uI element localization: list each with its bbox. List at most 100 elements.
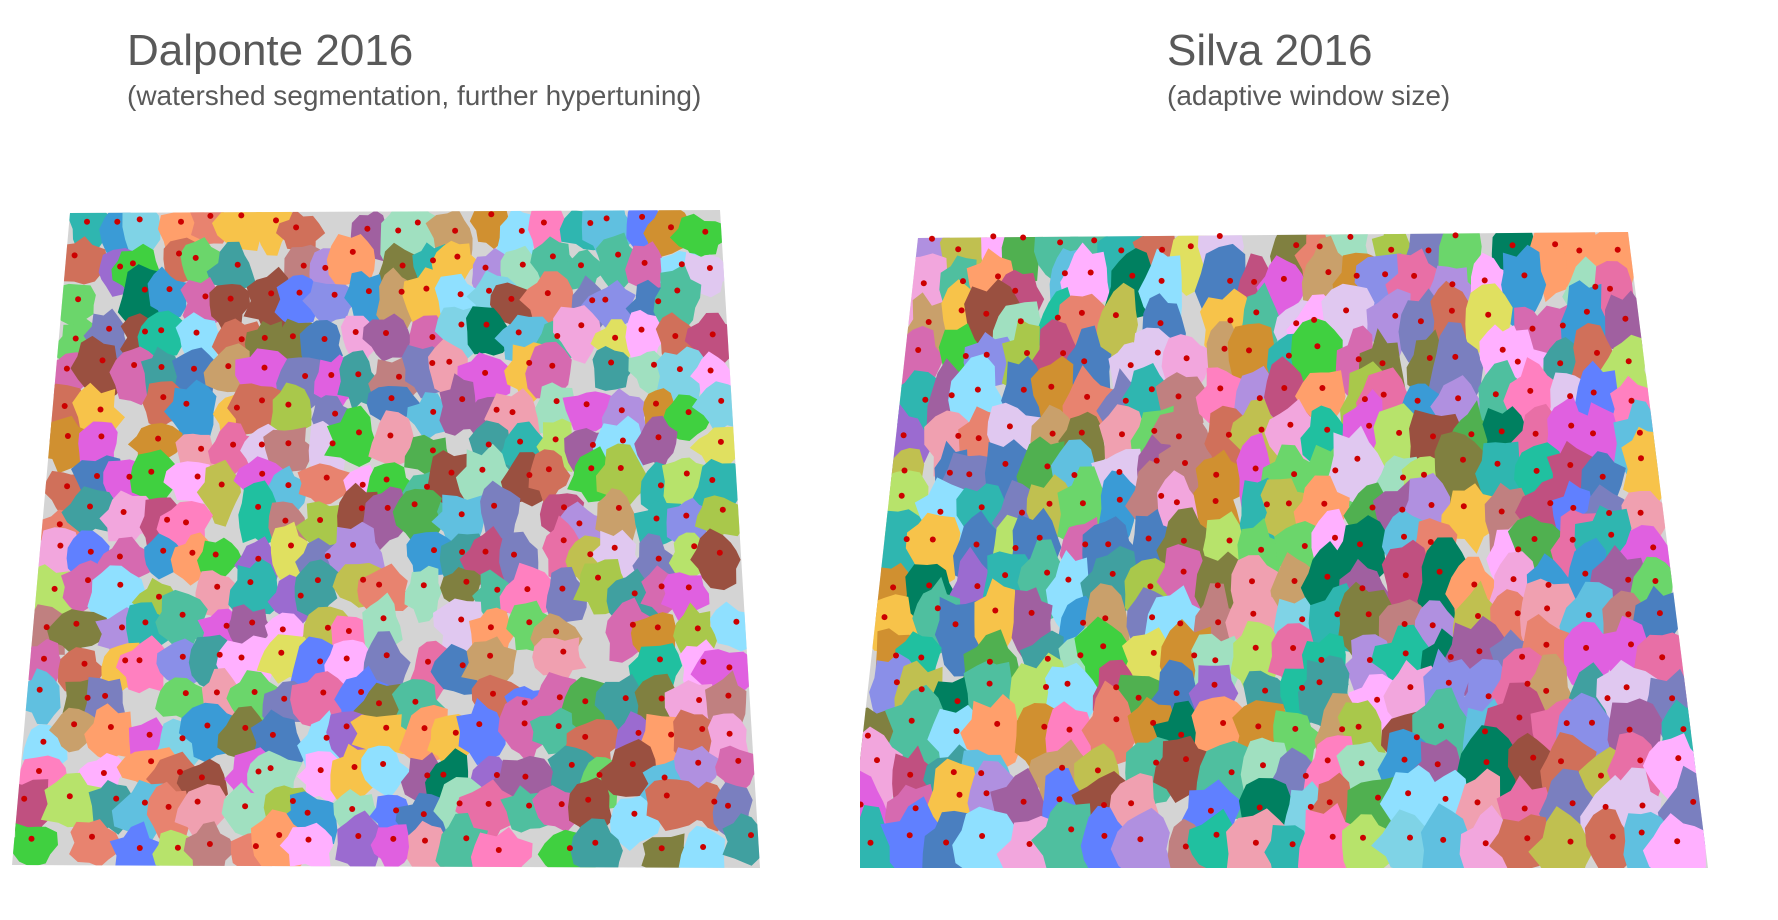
- tree-top-marker: [718, 397, 725, 404]
- tree-crown-segment: [53, 236, 109, 285]
- tree-top-marker: [1043, 684, 1049, 690]
- tree-top-marker: [641, 259, 648, 266]
- tree-top-marker: [214, 583, 221, 590]
- tree-top-marker: [411, 501, 418, 508]
- tree-top-marker: [587, 220, 594, 226]
- tree-top-marker: [1636, 429, 1643, 436]
- tree-top-marker: [129, 260, 136, 267]
- tree-top-marker: [1214, 582, 1221, 589]
- tree-top-marker: [380, 761, 387, 767]
- tree-top-marker: [1567, 838, 1574, 845]
- tree-top-marker: [141, 286, 148, 293]
- tree-top-marker: [321, 336, 328, 342]
- tree-top-marker: [663, 792, 670, 799]
- tree-top-marker: [918, 654, 925, 661]
- tree-crown-segment: [368, 410, 418, 466]
- tree-top-marker: [874, 757, 880, 764]
- tree-top-marker: [269, 731, 276, 738]
- tree-top-marker: [555, 723, 562, 730]
- tree-top-marker: [1153, 759, 1160, 766]
- tree-top-marker: [653, 515, 660, 522]
- tree-top-marker: [668, 224, 674, 231]
- tree-top-marker: [1258, 426, 1265, 433]
- tree-top-marker: [423, 285, 430, 292]
- tree-crown-segment: [49, 707, 98, 753]
- tree-top-marker: [281, 695, 288, 702]
- tree-top-marker: [655, 434, 662, 441]
- tree-top-marker: [1262, 687, 1269, 694]
- tree-top-marker: [1675, 755, 1682, 762]
- tree-top-marker: [526, 472, 533, 478]
- tree-top-marker: [383, 724, 390, 731]
- tree-top-marker: [422, 837, 428, 844]
- tree-top-marker: [1400, 474, 1406, 481]
- tree-top-marker: [1607, 285, 1613, 292]
- tree-top-marker: [242, 724, 249, 731]
- tree-top-marker: [359, 481, 366, 488]
- tree-top-marker: [707, 367, 714, 374]
- tree-top-marker: [1285, 352, 1292, 359]
- tree-top-marker: [1321, 500, 1328, 507]
- tree-top-marker: [1638, 829, 1645, 836]
- tree-top-marker: [583, 401, 590, 408]
- tree-top-marker: [261, 364, 268, 371]
- tree-top-marker: [106, 325, 113, 332]
- tree-top-marker: [1024, 350, 1030, 356]
- tree-crown-segment: [1080, 805, 1132, 868]
- tree-top-marker: [1569, 800, 1576, 807]
- tree-crown-segment: [690, 528, 741, 591]
- tree-top-marker: [179, 611, 186, 618]
- tree-top-marker: [230, 441, 237, 448]
- tree-top-marker: [1158, 492, 1165, 499]
- tree-top-marker: [733, 618, 740, 625]
- tree-top-marker: [1212, 498, 1219, 504]
- tree-top-marker: [273, 217, 279, 224]
- tree-top-marker: [1127, 362, 1134, 369]
- tree-top-marker: [1012, 545, 1019, 551]
- tree-top-marker: [285, 401, 292, 408]
- tree-top-marker: [1071, 472, 1078, 478]
- tree-top-marker: [1299, 616, 1306, 623]
- tree-top-marker: [179, 653, 186, 660]
- tree-top-marker: [1485, 311, 1492, 318]
- tree-top-marker: [1388, 246, 1395, 253]
- tree-top-marker: [1256, 804, 1263, 811]
- tree-top-marker: [251, 689, 258, 695]
- tree-top-marker: [918, 686, 925, 693]
- tree-top-marker: [658, 845, 665, 852]
- tree-crown-segment: [459, 526, 513, 585]
- tree-top-marker: [282, 517, 289, 524]
- tree-top-marker: [1474, 799, 1481, 806]
- tree-top-marker: [683, 470, 690, 477]
- tree-top-marker: [618, 407, 625, 414]
- tree-top-marker: [1049, 430, 1056, 437]
- tree-top-marker: [1290, 645, 1297, 651]
- tree-top-marker: [1510, 576, 1517, 583]
- tree-top-marker: [1145, 535, 1152, 542]
- tree-top-marker: [491, 502, 498, 509]
- tree-top-marker: [1293, 242, 1300, 249]
- tree-top-marker: [890, 584, 897, 591]
- tree-top-marker: [1077, 652, 1084, 659]
- tree-top-marker: [479, 466, 486, 473]
- tree-top-marker: [1084, 393, 1091, 400]
- tree-top-marker: [1324, 426, 1331, 433]
- tree-top-marker: [1157, 320, 1164, 327]
- tree-top-marker: [1405, 790, 1412, 797]
- tree-top-marker: [314, 577, 321, 584]
- tree-top-marker: [454, 253, 461, 260]
- tree-crown-segment: [525, 341, 572, 402]
- tree-top-marker: [925, 319, 932, 325]
- tree-top-marker: [700, 658, 707, 665]
- tree-top-marker: [1609, 833, 1616, 840]
- tree-top-marker: [518, 227, 525, 234]
- tree-top-marker: [1094, 767, 1101, 774]
- tree-top-marker: [653, 400, 659, 407]
- tree-top-marker: [323, 734, 330, 741]
- tree-top-marker: [622, 695, 629, 702]
- tree-top-marker: [1147, 583, 1154, 590]
- tree-top-marker: [355, 833, 362, 839]
- tree-crown-segment: [1420, 803, 1469, 868]
- tree-top-marker: [1625, 576, 1632, 583]
- tree-top-marker: [956, 791, 963, 798]
